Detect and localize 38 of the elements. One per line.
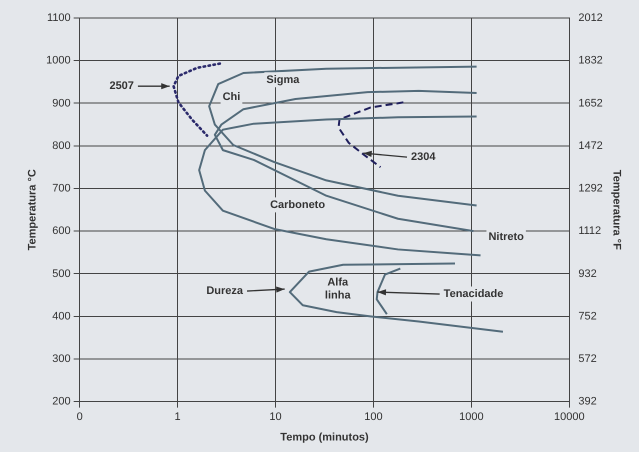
y2-tick-label: 2012 [578,12,603,24]
y-tick-label: 1100 [47,12,71,24]
y-tick-label: 700 [52,182,71,195]
y2-tick-label: 932 [578,268,597,280]
y2-tick-label: 1652 [578,97,603,110]
x-tick-label: 0 [76,411,83,424]
x-tick-label: 100 [364,411,383,424]
y2-tick-label: 392 [578,396,597,408]
x-tick-label: 10 [269,411,282,424]
y-axis-title: Temperatura °C [26,169,39,250]
y2-tick-label: 1472 [578,140,603,152]
y-tick-label: 400 [52,310,71,322]
y-tick-label: 800 [52,140,71,152]
annotation: 2304 [410,151,436,164]
y2-tick-label: 1832 [578,54,603,67]
y2-tick-label: 1292 [578,182,603,195]
annotation: Alfa linha [324,276,352,302]
annotation: Nitreto [488,231,524,244]
annotation: Carboneto [270,198,326,211]
annotation: Dureza [206,285,244,298]
y-tick-label: 300 [52,353,71,366]
y2-tick-label: 752 [578,310,597,322]
y-tick-label: 200 [52,396,71,408]
y2-tick-label: 1112 [578,225,602,238]
x-tick-label: 1 [174,411,181,424]
y-tick-label: 900 [52,97,71,110]
x-tick-label: 10000 [554,411,585,424]
y-tick-label: 600 [52,225,71,238]
y-tick-label: 500 [52,268,71,280]
annotation: 2507 [109,80,134,92]
x-axis-title: Tempo (minutos) [280,431,370,444]
annotation: Tenacidade [444,288,504,300]
y2-axis-title: Temperatura °F [610,170,622,250]
y-tick-label: 1000 [46,54,71,67]
annotation: Chi [222,91,240,104]
x-tick-label: 1000 [459,411,484,424]
annotation: Sigma [266,74,300,86]
y2-tick-label: 572 [578,353,597,366]
